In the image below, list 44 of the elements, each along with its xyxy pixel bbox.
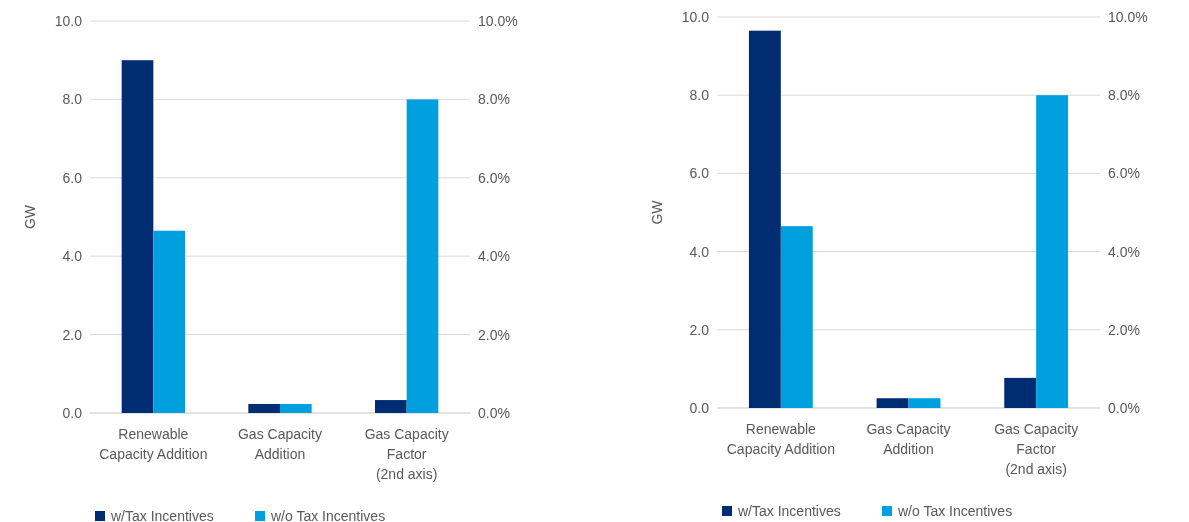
bar: [248, 403, 280, 413]
legend-label: w/Tax Incentives: [737, 502, 841, 519]
legend-label: w/o Tax Incentives: [897, 502, 1013, 519]
legend-label: w/o Tax Incentives: [270, 507, 386, 522]
y-tick-label: 4.0: [689, 243, 710, 260]
x-tick-label: Renewable Capacity Addition: [726, 421, 835, 457]
y-tick-label: 2.0: [689, 321, 710, 338]
y2-tick-label: 0.0%: [1108, 399, 1140, 416]
y2-tick-label: 10.0%: [1108, 8, 1148, 25]
y2-tick-label: 6.0%: [1108, 165, 1140, 182]
y-tick-label: 10.0: [54, 12, 83, 29]
y2-tick-label: 10.0%: [478, 12, 518, 29]
y2-tick-label: 2.0%: [1108, 321, 1140, 338]
x-tick-label: Renewable Capacity Addition: [99, 426, 208, 462]
y-tick-label: 8.0: [62, 91, 83, 108]
legend-label: w/Tax Incentives: [110, 507, 214, 522]
bar: [748, 30, 781, 408]
y-tick-label: 6.0: [62, 169, 83, 186]
x-tick-label: Gas Capacity Factor (2nd axis): [994, 421, 1079, 477]
y2-tick-label: 0.0%: [478, 404, 510, 421]
x-tick-label: Gas Capacity Addition: [237, 426, 323, 462]
y-tick-label: 6.0: [689, 165, 710, 182]
x-tick-label: Gas Capacity Addition: [866, 421, 951, 457]
y-tick-label: 8.0: [689, 87, 710, 104]
bar: [908, 398, 941, 408]
y-tick-label: 0.0: [689, 399, 710, 416]
bar: [780, 226, 813, 408]
x-tick-label: Gas Capacity Factor (2nd axis): [364, 426, 449, 482]
y-axis-title: GW: [22, 204, 38, 230]
bar: [153, 230, 185, 413]
y2-tick-label: 8.0%: [1108, 87, 1140, 104]
bar: [876, 398, 909, 408]
y2-tick-label: 2.0%: [478, 326, 510, 343]
y-tick-label: 4.0: [62, 248, 83, 265]
bar: [121, 60, 154, 413]
y-tick-label: 2.0: [62, 326, 83, 343]
y-tick-label: 10.0: [681, 8, 710, 25]
bar: [280, 403, 312, 413]
y2-tick-label: 4.0%: [478, 248, 510, 265]
y2-tick-label: 4.0%: [1108, 243, 1140, 260]
y-axis-title: GW: [649, 199, 665, 225]
y2-tick-label: 6.0%: [478, 169, 510, 186]
y2-tick-label: 8.0%: [478, 91, 510, 108]
y-tick-label: 0.0: [62, 404, 83, 421]
